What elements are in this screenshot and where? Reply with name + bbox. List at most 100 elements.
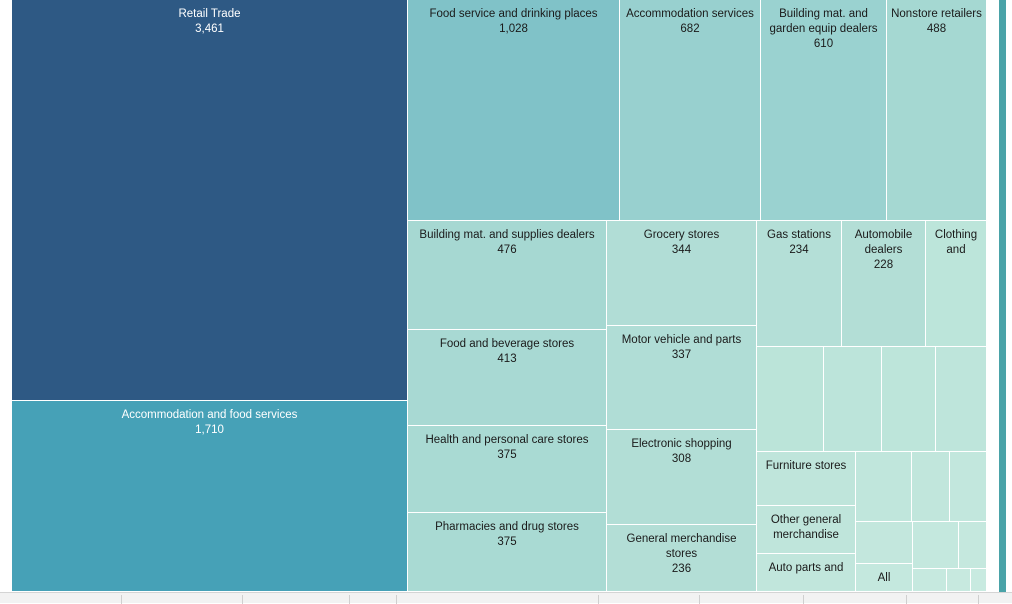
tile-general-merchandise-stores[interactable]: General merchandise stores 236 xyxy=(607,525,757,592)
tile-label: Clothing and xyxy=(934,229,978,256)
tile-tile-25[interactable] xyxy=(950,452,987,522)
tile-tile-27[interactable] xyxy=(913,522,959,569)
tile-label: Building mat. and garden equip dealers xyxy=(769,8,878,35)
tile-text: Clothing and xyxy=(926,228,986,258)
tab-separator xyxy=(121,595,122,604)
tile-value: 344 xyxy=(671,244,692,256)
tile-text: Electronic shopping 308 xyxy=(607,437,756,467)
tile-tile-29[interactable] xyxy=(913,569,947,592)
tile-label: All xyxy=(877,572,891,584)
tile-grocery-stores[interactable]: Grocery stores 344 xyxy=(607,221,757,326)
tile-label: Grocery stores xyxy=(643,229,720,241)
tile-label: Furniture stores xyxy=(765,460,847,472)
tile-value: 3,461 xyxy=(195,23,224,35)
tile-label: Food service and drinking places xyxy=(429,8,598,20)
tile-tile-19[interactable] xyxy=(757,347,824,452)
tile-food-and-beverage-stores[interactable]: Food and beverage stores 413 xyxy=(408,330,607,426)
tile-automobile-dealers[interactable]: Automobile dealers 228 xyxy=(842,221,926,347)
tile-retail-trade[interactable]: Retail Trade 3,461 xyxy=(12,0,408,401)
tile-text: Motor vehicle and parts 337 xyxy=(607,333,756,363)
tile-label: Motor vehicle and parts xyxy=(621,334,742,346)
tile-text: Auto parts and xyxy=(757,561,855,576)
tile-label: Auto parts and xyxy=(768,562,844,574)
tab-separator xyxy=(598,595,599,604)
tile-value: 682 xyxy=(680,23,700,35)
tile-accommodation-and-food-services[interactable]: Accommodation and food services 1,710 xyxy=(12,401,408,592)
tab-separator xyxy=(978,595,979,604)
tile-electronic-shopping[interactable]: Electronic shopping 308 xyxy=(607,430,757,525)
tile-text: Automobile dealers 228 xyxy=(842,228,925,273)
tile-label: Nonstore retailers xyxy=(891,8,982,20)
tab-separator xyxy=(349,595,350,604)
tile-value: 413 xyxy=(497,353,517,365)
tile-text: General merchandise stores 236 xyxy=(607,532,756,577)
tile-label: Accommodation and food services xyxy=(121,409,298,421)
tile-text: Accommodation services 682 xyxy=(620,7,760,37)
tile-value: 236 xyxy=(671,563,692,575)
tile-health-and-personal-care-stores[interactable]: Health and personal care stores 375 xyxy=(408,426,607,513)
tile-tile-30[interactable] xyxy=(947,569,971,592)
tile-label: General merchandise stores xyxy=(626,533,737,560)
tile-gas-stations[interactable]: Gas stations 234 xyxy=(757,221,842,347)
tile-value: 375 xyxy=(497,536,517,548)
tile-text: Food service and drinking places 1,028 xyxy=(408,7,619,37)
tile-furniture-stores[interactable]: Furniture stores xyxy=(757,452,856,506)
tile-value: 234 xyxy=(789,244,809,256)
tile-label: Gas stations xyxy=(767,229,831,241)
tile-nonstore-retailers[interactable]: Nonstore retailers 488 xyxy=(887,0,987,221)
tile-label: Health and personal care stores xyxy=(425,434,589,446)
vertical-scrollbar[interactable] xyxy=(999,0,1006,592)
tile-label: Other general merchandise xyxy=(770,514,842,541)
tab-separator xyxy=(906,595,907,604)
tile-text: Gas stations 234 xyxy=(757,228,841,258)
tile-value: 476 xyxy=(497,244,517,256)
tile-text: Retail Trade 3,461 xyxy=(12,7,407,37)
tile-tile-22[interactable] xyxy=(936,347,987,452)
tile-food-service-and-drinking-places[interactable]: Food service and drinking places 1,028 xyxy=(408,0,620,221)
tab-separator xyxy=(803,595,804,604)
tile-label: Electronic shopping xyxy=(631,438,732,450)
tile-text: Accommodation and food services 1,710 xyxy=(12,408,407,438)
tab-separator xyxy=(396,595,397,604)
tile-text: Food and beverage stores 413 xyxy=(408,337,606,367)
tile-label: Automobile dealers xyxy=(854,229,913,256)
tile-label: Retail Trade xyxy=(178,8,241,20)
tile-text: All xyxy=(856,571,912,586)
tile-tile-28[interactable] xyxy=(959,522,987,569)
tab-separator xyxy=(242,595,243,604)
tile-tile-26[interactable] xyxy=(856,522,913,564)
tile-tile-21[interactable] xyxy=(882,347,936,452)
tile-clothing-and[interactable]: Clothing and xyxy=(926,221,987,347)
tile-text: Grocery stores 344 xyxy=(607,228,756,258)
tile-value: 375 xyxy=(497,449,517,461)
tile-motor-vehicle-and-parts[interactable]: Motor vehicle and parts 337 xyxy=(607,326,757,430)
tile-building-mat-and-garden-equip-dealers[interactable]: Building mat. and garden equip dealers 61… xyxy=(761,0,887,221)
tile-tile-31[interactable] xyxy=(971,569,987,592)
tile-label: Building mat. and supplies dealers xyxy=(419,229,595,241)
tile-text: Other general merchandise xyxy=(757,513,855,543)
tile-tile-23[interactable] xyxy=(856,452,912,522)
tile-accommodation-services[interactable]: Accommodation services 682 xyxy=(620,0,761,221)
tab-separator xyxy=(699,595,700,604)
tile-auto-parts-and[interactable]: Auto parts and xyxy=(757,554,856,592)
tile-all[interactable]: All xyxy=(856,564,913,592)
tile-other-general-merchandise[interactable]: Other general merchandise xyxy=(757,506,856,554)
tile-text: Nonstore retailers 488 xyxy=(887,7,986,37)
tile-value: 610 xyxy=(813,38,834,50)
tile-label: Pharmacies and drug stores xyxy=(435,521,579,533)
tile-text: Pharmacies and drug stores 375 xyxy=(408,520,606,550)
tile-tile-24[interactable] xyxy=(912,452,950,522)
tile-value: 1,028 xyxy=(499,23,528,35)
tile-text: Building mat. and garden equip dealers 61… xyxy=(761,7,886,52)
tile-tile-20[interactable] xyxy=(824,347,882,452)
tile-value: 228 xyxy=(873,259,894,271)
tile-pharmacies-and-drug-stores[interactable]: Pharmacies and drug stores 375 xyxy=(408,513,607,592)
tile-value: 308 xyxy=(671,453,692,465)
tile-value: 488 xyxy=(926,23,947,35)
tile-label: Accommodation services xyxy=(626,8,754,20)
tile-label: Food and beverage stores xyxy=(439,338,575,350)
tile-text: Health and personal care stores 375 xyxy=(408,433,606,463)
tile-value: 1,710 xyxy=(195,424,224,436)
tile-building-mat-and-supplies-dealers[interactable]: Building mat. and supplies dealers 476 xyxy=(408,221,607,330)
